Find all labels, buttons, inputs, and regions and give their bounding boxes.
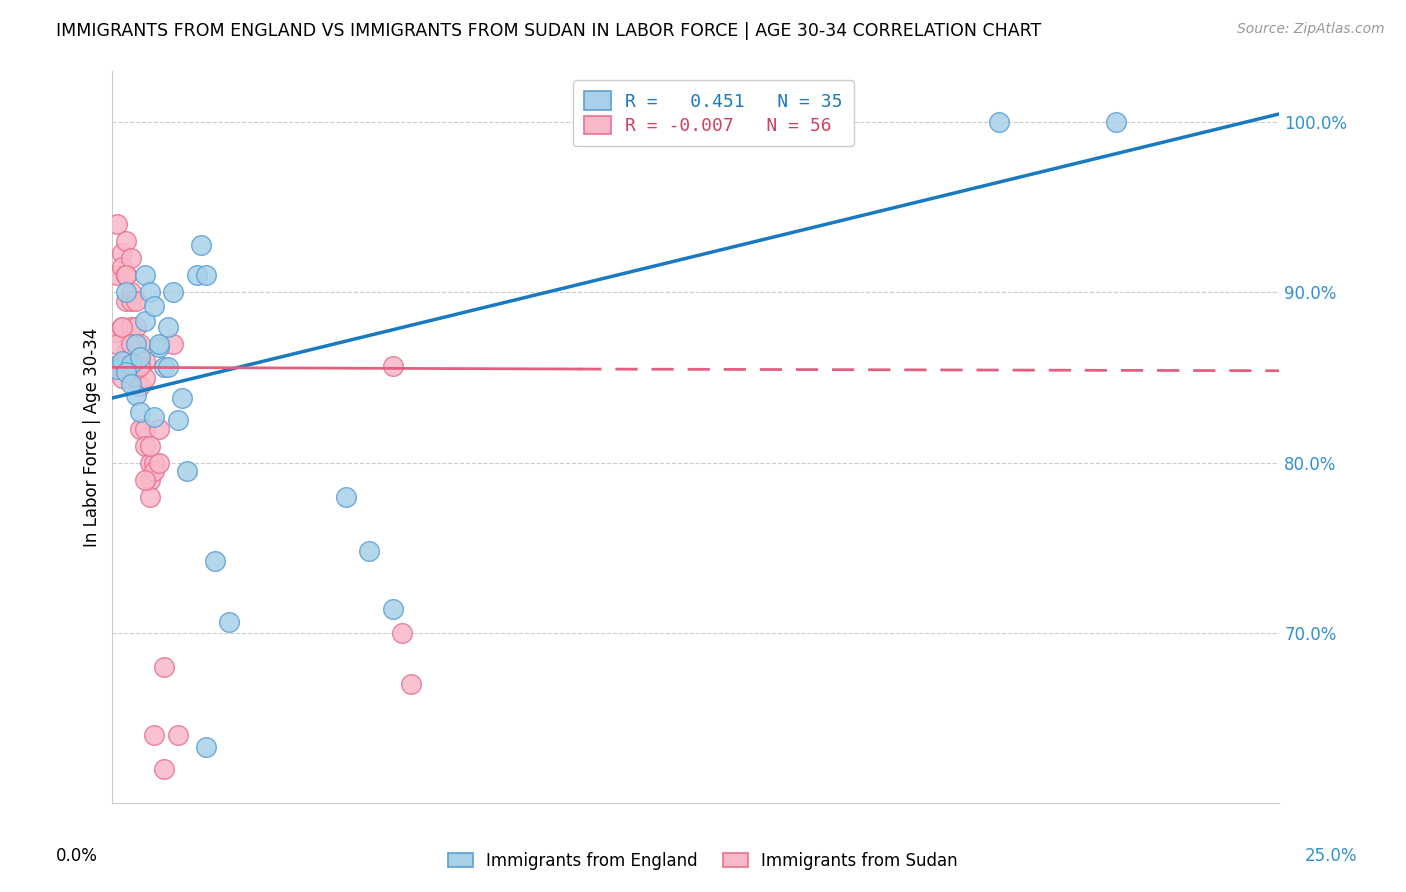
Point	[120, 336, 142, 351]
Point	[125, 362, 148, 376]
Point	[129, 404, 152, 418]
Point	[218, 615, 240, 630]
Point	[148, 421, 170, 435]
Point	[129, 379, 152, 393]
Text: Source: ZipAtlas.com: Source: ZipAtlas.com	[1237, 22, 1385, 37]
Point	[129, 350, 152, 364]
Point	[111, 359, 134, 373]
Point	[194, 739, 217, 754]
Point	[134, 473, 156, 487]
Point	[115, 366, 138, 380]
Point	[105, 359, 128, 373]
Point	[134, 439, 156, 453]
Point	[134, 314, 156, 328]
Point	[153, 762, 176, 776]
Point	[129, 336, 152, 351]
Point	[381, 359, 404, 373]
Point	[120, 377, 142, 392]
Text: 0.0%: 0.0%	[56, 847, 98, 865]
Point	[120, 357, 142, 371]
Point	[162, 336, 184, 351]
Point	[125, 293, 148, 308]
Point	[143, 456, 166, 470]
Point	[105, 362, 128, 376]
Text: 25.0%: 25.0%	[1305, 847, 1357, 865]
Point	[120, 362, 142, 376]
Point	[111, 370, 134, 384]
Point	[162, 285, 184, 300]
Point	[111, 319, 134, 334]
Point	[125, 336, 148, 351]
Point	[190, 238, 212, 252]
Point	[988, 115, 1011, 129]
Point	[194, 268, 217, 283]
Point	[148, 340, 170, 354]
Point	[115, 345, 138, 359]
Point	[143, 409, 166, 424]
Point	[134, 353, 156, 368]
Point	[115, 285, 138, 300]
Point	[125, 319, 148, 334]
Point	[139, 456, 162, 470]
Point	[148, 456, 170, 470]
Point	[120, 293, 142, 308]
Point	[125, 387, 148, 401]
Point	[105, 359, 128, 373]
Point	[125, 353, 148, 368]
Point	[120, 252, 142, 266]
Point	[105, 268, 128, 283]
Point	[166, 413, 188, 427]
Point	[148, 336, 170, 351]
Legend: R =   0.451   N = 35, R = -0.007   N = 56: R = 0.451 N = 35, R = -0.007 N = 56	[574, 80, 853, 146]
Point	[139, 439, 162, 453]
Point	[139, 490, 162, 504]
Point	[125, 370, 148, 384]
Point	[111, 319, 134, 334]
Point	[134, 421, 156, 435]
Point	[134, 370, 156, 384]
Point	[134, 268, 156, 283]
Point	[153, 360, 176, 375]
Point	[139, 285, 162, 300]
Point	[111, 260, 134, 274]
Legend: Immigrants from England, Immigrants from Sudan: Immigrants from England, Immigrants from…	[443, 847, 963, 875]
Point	[115, 293, 138, 308]
Point	[129, 421, 152, 435]
Point	[111, 353, 134, 368]
Point	[359, 544, 381, 558]
Point	[1105, 115, 1128, 129]
Point	[391, 625, 413, 640]
Point	[125, 359, 148, 373]
Point	[153, 659, 176, 673]
Point	[115, 268, 138, 283]
Point	[105, 325, 128, 339]
Y-axis label: In Labor Force | Age 30-34: In Labor Force | Age 30-34	[83, 327, 101, 547]
Text: IMMIGRANTS FROM ENGLAND VS IMMIGRANTS FROM SUDAN IN LABOR FORCE | AGE 30-34 CORR: IMMIGRANTS FROM ENGLAND VS IMMIGRANTS FR…	[56, 22, 1042, 40]
Point	[105, 218, 128, 232]
Point	[166, 728, 188, 742]
Point	[157, 360, 180, 375]
Point	[157, 319, 180, 334]
Point	[204, 554, 226, 568]
Point	[115, 235, 138, 249]
Point	[105, 336, 128, 351]
Point	[139, 473, 162, 487]
Point	[399, 677, 422, 691]
Point	[176, 464, 198, 478]
Point	[111, 246, 134, 260]
Point	[381, 602, 404, 616]
Point	[172, 391, 194, 405]
Point	[120, 285, 142, 300]
Point	[115, 268, 138, 283]
Point	[143, 464, 166, 478]
Point	[186, 268, 208, 283]
Point	[143, 728, 166, 742]
Point	[143, 299, 166, 313]
Point	[129, 353, 152, 368]
Point	[120, 319, 142, 334]
Point	[129, 359, 152, 373]
Point	[335, 490, 357, 504]
Point	[115, 268, 138, 283]
